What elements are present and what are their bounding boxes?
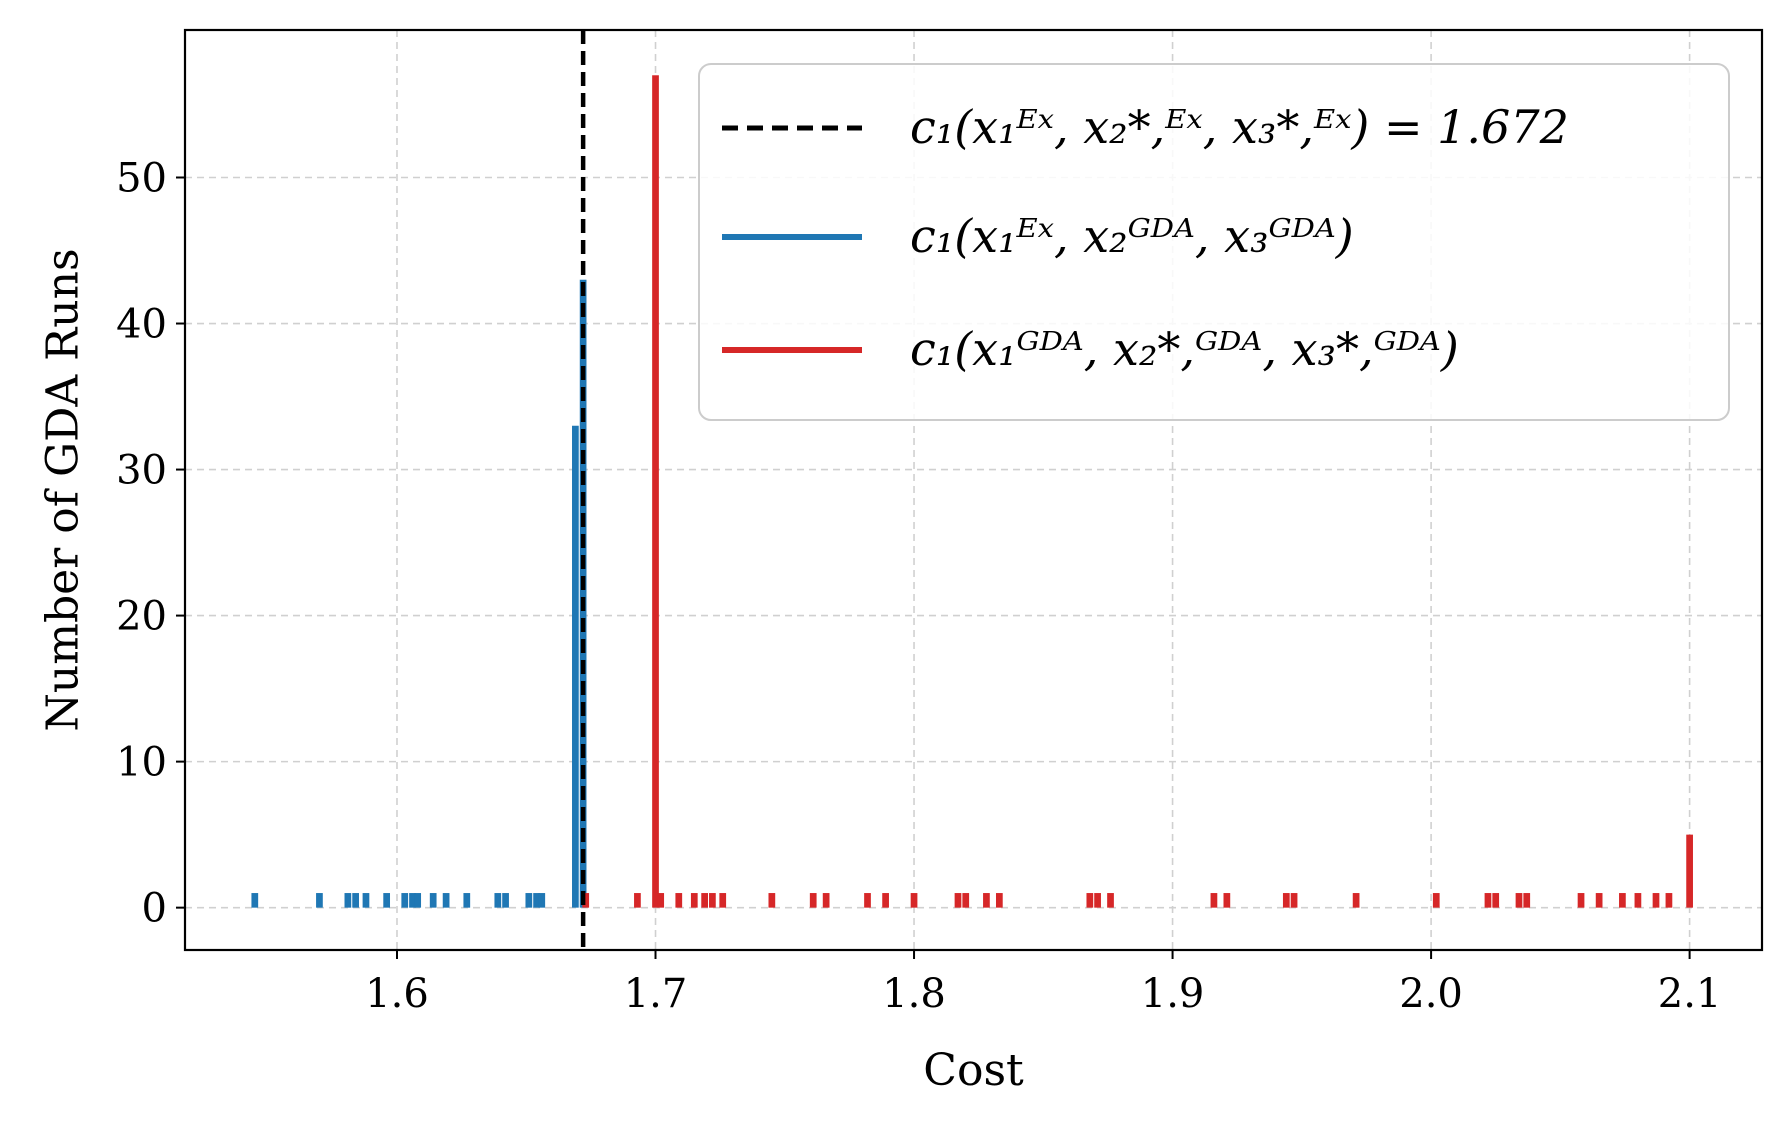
bar-series-1 bbox=[864, 893, 871, 908]
y-tick-label: 40 bbox=[116, 302, 167, 348]
x-tick-label: 1.7 bbox=[624, 971, 688, 1017]
bar-series-1 bbox=[822, 893, 830, 908]
bar-series-1 bbox=[1223, 893, 1231, 908]
bar-series-0 bbox=[538, 893, 546, 908]
x-tick-label: 1.9 bbox=[1141, 971, 1205, 1017]
bar-series-1 bbox=[1652, 893, 1660, 908]
bar-series-1 bbox=[1595, 893, 1603, 908]
bar-series-1 bbox=[1086, 893, 1094, 908]
x-axis-label: Cost bbox=[923, 1045, 1024, 1096]
bars bbox=[251, 75, 1693, 908]
x-tick-label: 2.1 bbox=[1658, 971, 1722, 1017]
bar-series-0 bbox=[414, 893, 422, 908]
ticks: 1.6 1.7 1.8 1.9 2.0 2.1 0 10 20 30 40 50 bbox=[116, 155, 1721, 1017]
bar-series-1 bbox=[954, 893, 962, 908]
bar-series-0 bbox=[401, 893, 409, 908]
bar-series-1 bbox=[719, 893, 727, 908]
bar-series-0 bbox=[429, 893, 437, 908]
y-tick-label: 10 bbox=[116, 740, 167, 786]
bar-series-1 bbox=[675, 893, 683, 908]
axes-frame bbox=[183, 28, 1764, 952]
legend-label-series-0: c₁(x₁ᴱˣ, x₂ᴳᴰᴬ, x₃ᴳᴰᴬ) bbox=[910, 209, 1354, 263]
legend-label-series-1: c₁(x₁ᴳᴰᴬ, x₂*,ᴳᴰᴬ, x₃*,ᴳᴰᴬ) bbox=[910, 322, 1459, 376]
bar-series-0 bbox=[525, 893, 533, 908]
bar-series-1 bbox=[582, 893, 590, 908]
y-tick-label: 30 bbox=[116, 448, 167, 494]
bar-series-1 bbox=[1523, 893, 1531, 908]
y-tick-label: 50 bbox=[116, 155, 167, 201]
bar-series-1 bbox=[652, 75, 659, 908]
bar-series-1 bbox=[657, 893, 665, 908]
bar-series-1 bbox=[1107, 893, 1114, 908]
bar-series-1 bbox=[690, 893, 698, 908]
bar-series-0 bbox=[463, 893, 471, 908]
legend-label-reference: c₁(x₁ᴱˣ, x₂*,ᴱˣ, x₃*,ᴱˣ) = 1.672 bbox=[910, 100, 1569, 154]
bar-series-1 bbox=[1352, 893, 1360, 908]
x-tick-label: 1.6 bbox=[365, 971, 429, 1017]
bar-series-0 bbox=[533, 893, 540, 908]
bar-series-0 bbox=[362, 893, 370, 908]
bar-series-0 bbox=[579, 279, 587, 908]
bar-series-1 bbox=[1686, 834, 1693, 908]
bar-series-1 bbox=[1619, 893, 1626, 908]
bar-series-1 bbox=[1290, 893, 1298, 908]
bar-series-1 bbox=[809, 893, 817, 908]
bar-series-0 bbox=[251, 893, 259, 908]
bar-series-1 bbox=[910, 893, 918, 908]
bar-series-0 bbox=[502, 893, 509, 908]
bar-series-1 bbox=[1634, 893, 1642, 908]
bar-series-1 bbox=[634, 893, 641, 908]
bar-series-0 bbox=[352, 893, 359, 908]
bar-series-1 bbox=[768, 893, 776, 908]
legend-frame bbox=[698, 63, 1730, 421]
bar-series-0 bbox=[409, 893, 416, 908]
bar-series-1 bbox=[1492, 893, 1500, 908]
bar-series-1 bbox=[709, 893, 716, 908]
bar-series-1 bbox=[1665, 893, 1673, 908]
bar-series-1 bbox=[1282, 893, 1290, 908]
bar-series-0 bbox=[383, 893, 391, 908]
bar-series-1 bbox=[1577, 893, 1585, 908]
x-tick-label: 2.0 bbox=[1399, 971, 1463, 1017]
bar-series-1 bbox=[1210, 893, 1218, 908]
bar-series-0 bbox=[344, 893, 352, 908]
x-tick-label: 1.8 bbox=[882, 971, 946, 1017]
bar-series-1 bbox=[1484, 893, 1492, 908]
legend: c₁(x₁ᴱˣ, x₂*,ᴱˣ, x₃*,ᴱˣ) = 1.672 c₁(x₁ᴱˣ… bbox=[698, 63, 1730, 421]
bar-series-0 bbox=[442, 893, 450, 908]
bar-series-1 bbox=[1094, 893, 1101, 908]
bar-series-1 bbox=[701, 893, 708, 908]
bar-series-0 bbox=[316, 893, 323, 908]
bar-series-0 bbox=[494, 893, 502, 908]
bar-series-1 bbox=[962, 893, 970, 908]
bar-series-0 bbox=[572, 425, 579, 908]
bar-series-1 bbox=[983, 893, 990, 908]
y-axis-label: Number of GDA Runs bbox=[37, 248, 88, 731]
bar-series-1 bbox=[1515, 893, 1523, 908]
bar-series-1 bbox=[1432, 893, 1440, 908]
bar-series-1 bbox=[995, 893, 1003, 908]
y-tick-label: 20 bbox=[116, 594, 167, 640]
y-tick-label: 0 bbox=[142, 886, 167, 932]
bar-series-1 bbox=[882, 893, 889, 908]
